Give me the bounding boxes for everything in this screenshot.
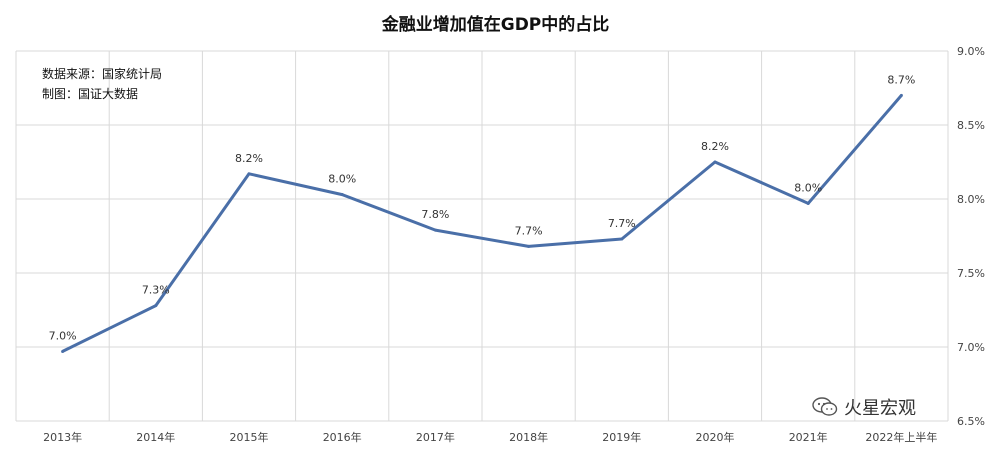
annotation-block: 数据来源：国家统计局 制图：国证大数据 (42, 64, 162, 104)
x-tick-label: 2018年 (509, 430, 548, 444)
y-tick-label: 6.5% (957, 415, 985, 428)
wechat-icon (812, 397, 838, 416)
data-label: 8.2% (701, 140, 729, 153)
data-point (713, 160, 717, 164)
x-tick-label: 2015年 (230, 430, 269, 444)
x-tick-label: 2014年 (136, 430, 175, 444)
x-tick-label: 2017年 (416, 430, 455, 444)
watermark-text: 火星宏观 (844, 398, 916, 419)
x-tick-label: 2016年 (323, 430, 362, 444)
data-label: 8.2% (235, 152, 263, 165)
data-point (527, 244, 531, 248)
y-tick-label: 8.0% (957, 193, 985, 206)
y-tick-label: 8.5% (957, 119, 985, 132)
y-tick-label: 7.5% (957, 267, 985, 280)
data-label: 8.0% (328, 173, 356, 186)
series-line (61, 94, 903, 353)
source-note: 数据来源：国家统计局 (42, 67, 163, 81)
data-point (61, 349, 65, 353)
x-tick-label: 2022年上半年 (865, 430, 937, 444)
chart-title: 金融业增加值在GDP中的占比 (381, 15, 610, 35)
data-label: 7.8% (421, 208, 449, 221)
x-tick-label: 2013年 (43, 430, 82, 444)
data-point (806, 201, 810, 205)
data-point (154, 304, 158, 308)
data-point (340, 193, 344, 197)
data-label: 8.7% (887, 73, 915, 86)
watermark: 火星宏观 (812, 394, 916, 420)
data-point (433, 228, 437, 232)
data-label: 8.0% (794, 181, 822, 194)
data-label: 7.3% (142, 284, 170, 297)
y-tick-label: 9.0% (957, 45, 985, 58)
x-tick-label: 2020年 (696, 430, 735, 444)
data-point (899, 93, 903, 97)
x-tick-label: 2021年 (789, 430, 828, 444)
data-point (620, 237, 624, 241)
maker-note: 制图：国证大数据 (42, 87, 139, 101)
data-point (247, 172, 251, 176)
data-label: 7.7% (608, 217, 636, 230)
data-label: 7.7% (515, 224, 543, 237)
y-tick-label: 7.0% (957, 341, 985, 354)
data-label: 7.0% (49, 329, 77, 342)
x-tick-label: 2019年 (602, 430, 641, 444)
